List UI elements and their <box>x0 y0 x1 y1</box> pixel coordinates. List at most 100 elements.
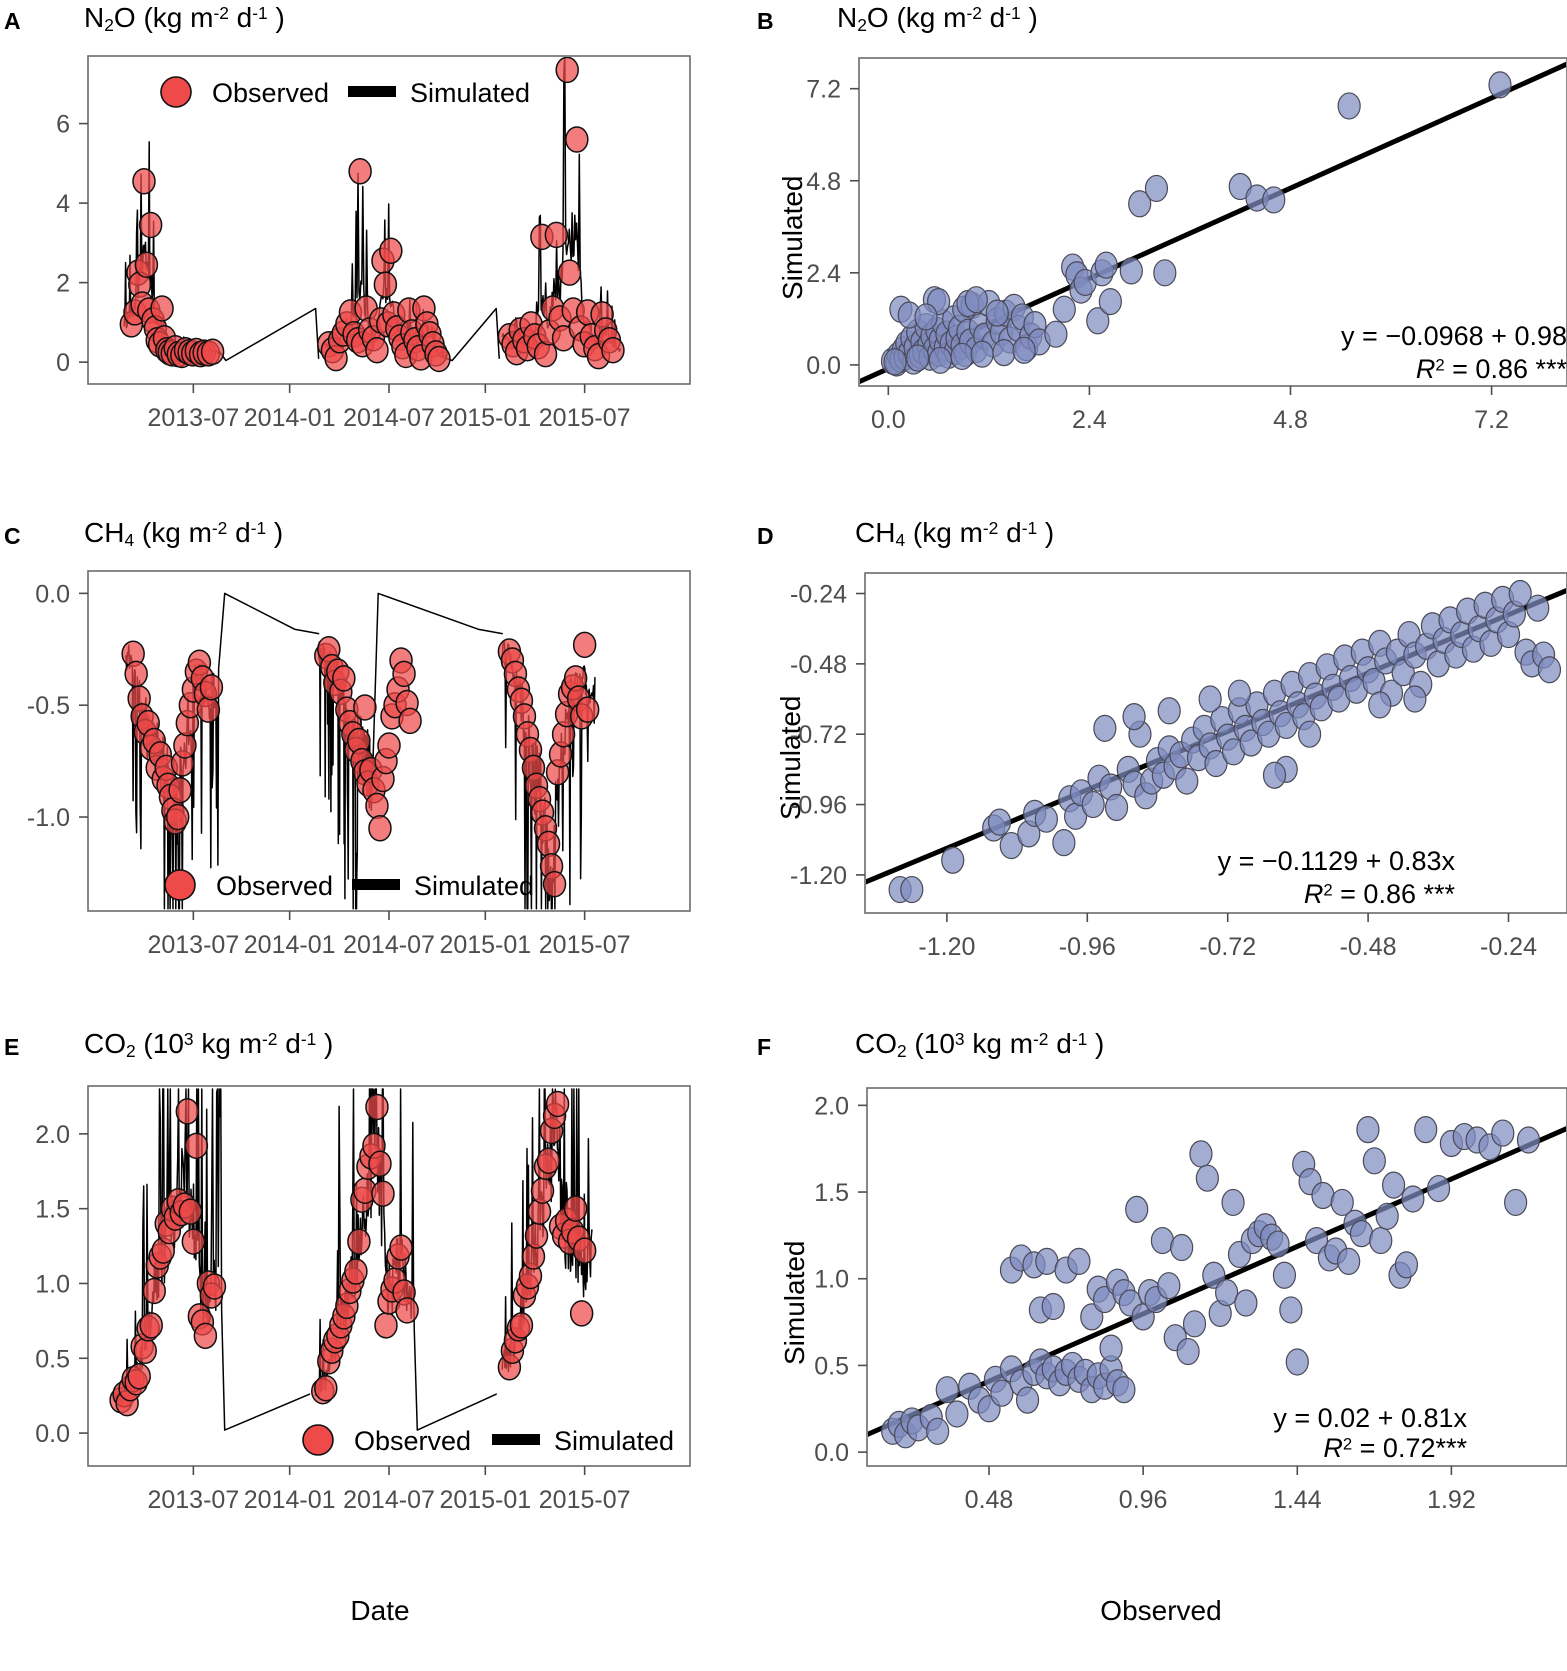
y-tick-label: 0.0 <box>35 580 70 608</box>
x-axis-f: 0.48 0.96 1.44 1.92 <box>965 1466 1476 1514</box>
scatter-points-d <box>888 579 1562 904</box>
panel-title-e: CO2 (103 kg m-2 d-1 ) <box>84 1028 334 1061</box>
x-tick-label: 2013-07 <box>147 404 239 432</box>
y-tick-label: -0.96 <box>790 792 847 820</box>
scatter-point <box>935 1376 959 1404</box>
observed-point <box>165 803 190 831</box>
scatter-point <box>1426 1174 1451 1203</box>
scatter-point <box>1508 579 1532 608</box>
x-axis-a: 2013-07 2014-01 2014-07 2015-01 2015-07 <box>147 384 631 432</box>
chart-a: 0 2 4 6 2013-07 2014-01 2014-07 2015-01 2015-07… <box>56 55 691 432</box>
fit-r2-d: R2 = 0.86 *** <box>1303 879 1455 910</box>
observed-point <box>368 814 392 842</box>
scatter-point <box>1516 1126 1541 1154</box>
scatter-points-b <box>880 71 1512 377</box>
observed-point <box>536 1147 561 1175</box>
x-tick-label: 2015-07 <box>539 931 631 959</box>
observed-point <box>542 870 567 898</box>
panel-c: C CH4 (kg m-2 d-1 ) 0.0 -0.5 -1.0 2013-07 2… <box>0 515 760 985</box>
chart-f: 0.0 0.5 1.0 1.5 2.0 0.48 0.96 1.44 1.92 <box>814 1087 1567 1514</box>
observed-point <box>392 660 416 688</box>
chart-d-plot: -1.20 -0.96 -0.72 -0.48 -0.24 -1.20 -0.96 -0.7… <box>790 572 1567 961</box>
scatter-point <box>990 1379 1014 1407</box>
scatter-point <box>1175 767 1199 795</box>
x-tick-label: 0.0 <box>871 406 906 434</box>
scatter-point <box>1330 1188 1354 1217</box>
scatter-point <box>906 344 930 372</box>
x-tick-label: 2014-01 <box>244 931 336 959</box>
observed-point <box>572 631 597 659</box>
legend-observed-marker-e <box>302 1424 334 1456</box>
scatter-point <box>1157 697 1181 725</box>
fit-annotation-d: y = −0.1129 + 0.83x R2 = 0.86 *** <box>1155 845 1455 912</box>
x-tick-label: -1.20 <box>918 933 975 961</box>
x-tick-label: 2.4 <box>1072 406 1107 434</box>
scatter-point <box>1262 761 1287 789</box>
scatter-point <box>1504 1188 1528 1217</box>
observed-point <box>373 271 398 298</box>
scatter-points-f <box>881 1116 1541 1449</box>
y-tick-label: 4.8 <box>806 168 841 196</box>
observed-point <box>133 1337 157 1365</box>
y-axis-a: 0 2 4 6 <box>56 111 88 377</box>
x-tick-label: 2014-01 <box>244 404 336 432</box>
x-tick-label: 2014-01 <box>244 1486 336 1514</box>
observed-point <box>365 792 389 820</box>
scatter-point <box>1067 1247 1091 1275</box>
scatter-point <box>1221 1188 1245 1217</box>
observed-point <box>398 707 422 735</box>
observed-point <box>181 1228 206 1255</box>
legend-observed-label-a: Observed <box>212 78 329 108</box>
observed-point <box>379 237 403 265</box>
observed-point <box>569 1300 594 1327</box>
panel-letter-f: F <box>757 1034 772 1060</box>
chart-b-plot: 0.0 2.4 4.8 7.2 0.0 2.4 4.8 7.2 <box>806 57 1567 434</box>
scatter-point <box>1119 257 1143 285</box>
scatter-point <box>1034 805 1058 833</box>
scatter-point <box>1012 336 1036 364</box>
observed-point <box>557 259 582 286</box>
scatter-point <box>941 846 965 874</box>
legend-simulated-marker-a <box>348 86 396 97</box>
scatter-point <box>1122 703 1146 731</box>
y-tick-label: -0.72 <box>790 721 847 749</box>
observed-point <box>142 1277 166 1305</box>
observed-point <box>353 694 377 721</box>
y-tick-label: 0.0 <box>35 1420 70 1448</box>
y-axis-c: 0.0 -0.5 -1.0 <box>27 580 88 832</box>
x-tick-label: 2014-07 <box>343 931 435 959</box>
observed-point <box>344 1258 368 1285</box>
scatter-point <box>1279 1296 1303 1324</box>
observed-point <box>389 1234 413 1261</box>
scatter-point <box>1537 656 1562 684</box>
x-tick-label: -0.96 <box>1059 933 1116 961</box>
scatter-point <box>914 303 938 331</box>
scatter-point <box>1297 720 1322 748</box>
observed-point <box>134 251 159 278</box>
observed-point <box>601 336 625 364</box>
scatter-point <box>1150 1226 1175 1255</box>
observed-point <box>175 1098 200 1125</box>
x-tick-label: 2014-07 <box>343 404 435 432</box>
y-tick-label: 0.5 <box>814 1352 849 1380</box>
observed-point <box>368 1150 392 1178</box>
observed-points-a <box>119 57 625 373</box>
x-tick-label: 7.2 <box>1474 406 1509 434</box>
observed-point <box>127 1362 151 1390</box>
y-tick-label: 2.0 <box>814 1092 849 1120</box>
scatter-point <box>1382 1171 1406 1199</box>
scatter-point <box>1266 1230 1290 1258</box>
scatter-point <box>1104 793 1129 822</box>
scatter-point <box>1491 1119 1515 1147</box>
scatter-point <box>950 342 974 371</box>
observed-point <box>173 732 197 759</box>
observed-point <box>575 696 600 723</box>
observed-point <box>377 732 401 759</box>
observed-point <box>332 665 356 692</box>
chart-a-plot: 0 2 4 6 2013-07 2014-01 2014-07 2015-01 2015-07… <box>56 55 691 432</box>
x-tick-label: 2013-07 <box>147 1486 239 1514</box>
legend-simulated-label-c: Simulated <box>414 871 534 901</box>
scatter-point <box>1081 790 1105 819</box>
y-tick-label: 1.5 <box>814 1179 849 1207</box>
